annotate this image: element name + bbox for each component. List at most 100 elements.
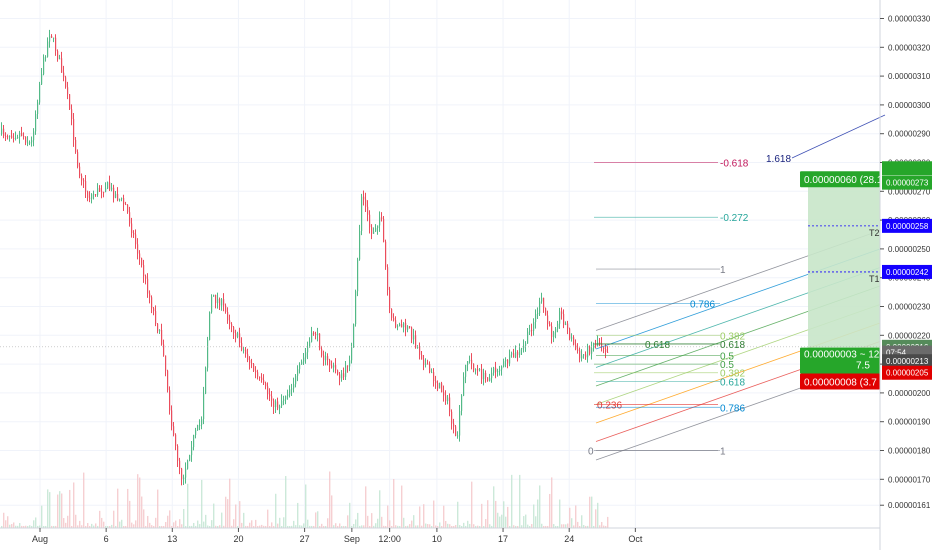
- fib-label: -0.272: [720, 213, 749, 224]
- volume-bar: [155, 517, 157, 528]
- price-tag: 0.00000258: [886, 222, 929, 231]
- candle: [45, 56, 47, 58]
- candle: [231, 324, 233, 328]
- candle: [325, 356, 327, 361]
- candle: [503, 361, 505, 367]
- candle: [533, 321, 535, 331]
- volume-bar: [5, 520, 7, 528]
- candle: [311, 332, 313, 342]
- volume-bar: [343, 525, 345, 528]
- candle: [393, 317, 395, 321]
- volume-bar: [511, 474, 513, 528]
- fib-label: 0.786: [690, 300, 715, 311]
- candle: [455, 426, 457, 436]
- volume-bar: [293, 520, 295, 528]
- volume-bar: [525, 514, 527, 528]
- volume-bar: [79, 520, 81, 528]
- volume-bar: [105, 525, 107, 528]
- volume-bar: [465, 525, 467, 528]
- candle: [513, 353, 515, 358]
- volume-bar: [523, 516, 525, 528]
- volume-bar: [485, 519, 487, 528]
- volume-bar: [341, 526, 343, 528]
- candle: [89, 197, 91, 199]
- volume-bar: [337, 525, 339, 528]
- candle: [377, 225, 379, 229]
- candle: [155, 311, 157, 324]
- candle: [505, 359, 507, 362]
- volume-bar: [481, 503, 483, 528]
- volume-bar: [417, 525, 419, 528]
- volume-bar: [593, 525, 595, 528]
- candle: [529, 329, 531, 332]
- candle: [437, 383, 439, 389]
- volume-bar: [327, 518, 329, 528]
- candle: [577, 349, 579, 351]
- candle: [123, 198, 125, 205]
- volume-bar: [407, 525, 409, 528]
- volume-bar: [489, 524, 491, 528]
- volume-bar: [445, 520, 447, 528]
- candle: [361, 196, 363, 231]
- volume-bar: [171, 525, 173, 528]
- volume-bar: [145, 525, 147, 528]
- volume-bar: [201, 479, 203, 528]
- candle: [405, 322, 407, 330]
- volume-bar: [169, 510, 171, 528]
- candle: [233, 327, 235, 334]
- volume-bar: [95, 523, 97, 528]
- candle: [295, 375, 297, 385]
- position-tool[interactable]: T2 T1 0.00000060 (28.1 0.00000003 ~ 127.5 0.…: [0, 171, 883, 390]
- candle: [137, 244, 139, 254]
- volume-bar: [273, 526, 275, 528]
- candle: [163, 344, 165, 356]
- stop-label: 0.00000008 (3.7: [804, 378, 877, 389]
- volume-bar: [187, 483, 189, 528]
- candle: [517, 352, 519, 355]
- candle: [567, 323, 569, 329]
- candle: [265, 383, 267, 387]
- volume-bar: [311, 525, 313, 528]
- volume-bar: [123, 525, 125, 528]
- candle: [39, 84, 41, 103]
- volume-bar: [241, 522, 243, 528]
- x-tick-label: Sep: [344, 534, 360, 544]
- volume-bar: [451, 526, 453, 528]
- price-tag: 0.00000273: [886, 179, 929, 188]
- x-tick-label: 13: [167, 534, 177, 544]
- candle: [413, 335, 415, 340]
- volume-bar: [51, 525, 53, 528]
- candle: [181, 468, 183, 479]
- volume-bar: [19, 523, 21, 528]
- x-tick-label: Aug: [32, 534, 48, 544]
- candle: [235, 333, 237, 337]
- candle: [161, 330, 163, 345]
- volume-bar: [207, 525, 209, 528]
- volume-bar: [457, 501, 459, 528]
- volume-bar: [133, 524, 135, 528]
- volume-bar: [7, 516, 9, 528]
- volume-bar: [419, 506, 421, 528]
- candle: [493, 367, 495, 373]
- candle: [321, 349, 323, 356]
- candle: [537, 313, 539, 315]
- volume-bar: [265, 525, 267, 528]
- volume-bar: [415, 525, 417, 528]
- candle: [349, 360, 351, 367]
- volume-bar: [97, 525, 99, 528]
- volume-bars: [1, 471, 609, 528]
- candle: [607, 351, 609, 353]
- fib-label: 0.5: [720, 360, 734, 371]
- volume-bar: [601, 521, 603, 528]
- volume-bar: [389, 520, 391, 528]
- volume-bar: [403, 517, 405, 528]
- volume-bar: [229, 478, 231, 528]
- candle: [115, 193, 117, 198]
- volume-bar: [109, 525, 111, 528]
- volume-bar: [361, 525, 363, 528]
- volume-bar: [141, 496, 143, 528]
- volume-bar: [535, 516, 537, 528]
- candle: [421, 354, 423, 360]
- volume-bar: [113, 510, 115, 528]
